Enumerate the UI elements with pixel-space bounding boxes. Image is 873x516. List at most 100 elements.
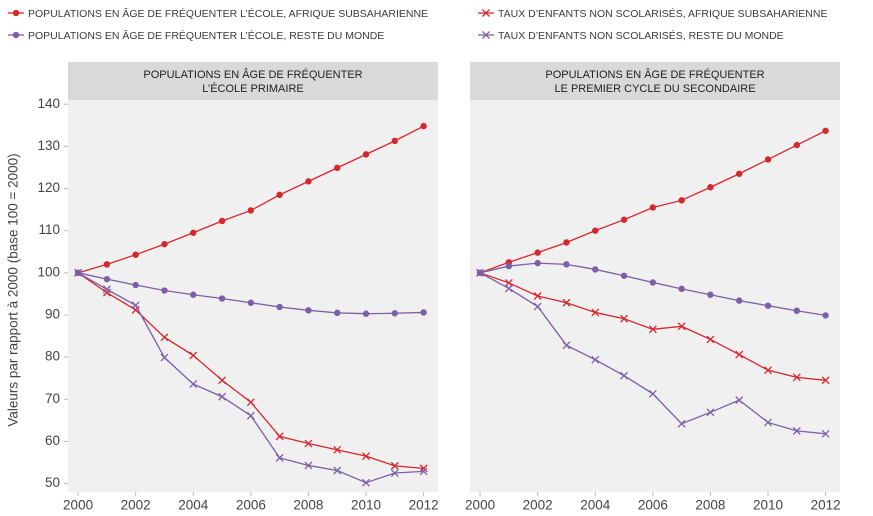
x-tick-label: 2006 — [236, 498, 266, 513]
point-marker — [534, 259, 541, 267]
x-tick-label: 2000 — [465, 498, 495, 513]
point-marker — [218, 295, 226, 302]
point-marker — [160, 333, 169, 342]
point-marker — [132, 281, 139, 289]
point-marker — [420, 122, 427, 130]
point-marker — [620, 314, 629, 323]
point-marker — [304, 461, 313, 470]
point-marker — [822, 127, 829, 134]
x-tick-label: 2002 — [121, 498, 151, 513]
panel-title: L’ÉCOLE PRIMAIRE — [202, 82, 303, 95]
point-marker — [706, 335, 715, 344]
point-marker — [620, 272, 628, 279]
point-marker — [592, 266, 599, 273]
point-marker — [476, 268, 485, 277]
point-marker — [764, 156, 772, 163]
point-marker — [735, 396, 744, 405]
y-tick-label: 120 — [37, 180, 60, 195]
point-marker — [334, 309, 341, 317]
point-marker — [534, 249, 541, 256]
point-marker — [390, 461, 399, 470]
point-marker — [707, 184, 714, 191]
y-axis-label: Valeurs par rapport à 2000 (base 100 = 2… — [6, 153, 21, 426]
point-marker — [533, 292, 542, 300]
point-marker — [190, 229, 197, 236]
panel-title: POPULATIONS EN ÂGE DE FRÉQUENTER — [143, 68, 362, 81]
x-tick-label: 2004 — [580, 498, 611, 513]
point-marker — [305, 307, 312, 314]
point-marker — [246, 411, 255, 420]
point-marker — [764, 418, 772, 427]
point-marker — [648, 389, 657, 398]
point-marker — [533, 302, 542, 311]
point-marker — [649, 279, 657, 286]
point-marker — [648, 325, 657, 334]
legend-label: POPULATIONS EN ÂGE DE FRÉQUENTER L’ÉCOLE… — [28, 29, 384, 42]
point-marker — [420, 309, 427, 316]
x-tick-label: 2008 — [293, 498, 323, 513]
point-marker — [190, 291, 197, 298]
panel-title: LE PREMIER CYCLE DU SECONDAIRE — [554, 83, 755, 95]
point-marker — [74, 268, 83, 277]
point-marker — [792, 426, 801, 435]
y-tick-label: 80 — [45, 349, 60, 364]
point-marker — [706, 408, 715, 417]
point-marker — [218, 392, 227, 401]
point-marker — [305, 178, 312, 185]
point-marker — [764, 302, 772, 309]
point-marker — [563, 239, 570, 246]
panel-background — [470, 100, 840, 492]
y-tick-label: 70 — [45, 391, 60, 406]
point-marker — [736, 170, 743, 177]
point-marker — [563, 261, 570, 268]
point-marker — [390, 469, 399, 477]
point-marker — [247, 299, 255, 306]
point-marker — [821, 376, 830, 385]
point-marker — [334, 164, 341, 172]
y-tick-label: 90 — [45, 307, 60, 322]
point-marker — [362, 151, 370, 158]
point-marker — [391, 310, 399, 317]
point-marker — [189, 380, 198, 389]
y-tick-label: 130 — [37, 138, 60, 153]
point-marker — [419, 464, 428, 473]
x-tick-label: 2000 — [63, 498, 93, 513]
point-marker — [333, 445, 342, 454]
point-marker — [505, 262, 513, 270]
point-marker — [419, 467, 428, 476]
panel-header — [470, 62, 840, 100]
point-marker — [362, 310, 370, 317]
y-tick-label: 110 — [38, 222, 60, 237]
x-tick-label: 2012 — [409, 498, 439, 513]
point-marker — [333, 466, 342, 475]
point-marker — [102, 285, 111, 294]
point-marker — [562, 298, 571, 307]
point-marker — [677, 322, 686, 331]
point-marker — [592, 227, 599, 234]
point-marker — [246, 398, 255, 407]
point-marker — [391, 137, 399, 145]
point-marker — [276, 191, 283, 199]
legend-label: TAUX D’ENFANTS NON SCOLARISÉS, RESTE DU … — [498, 29, 784, 42]
point-marker — [504, 284, 513, 293]
x-tick-label: 2006 — [638, 498, 668, 513]
point-marker — [677, 419, 686, 428]
point-marker — [218, 217, 226, 225]
x-tick-label: 2012 — [811, 498, 841, 513]
point-marker — [764, 366, 772, 375]
x-tick-label: 2010 — [351, 498, 381, 513]
point-marker — [792, 373, 801, 382]
y-tick-label: 60 — [45, 433, 60, 448]
x-tick-label: 2010 — [753, 498, 783, 513]
point-marker — [161, 240, 168, 248]
point-marker — [131, 301, 140, 310]
legend-marker — [482, 31, 490, 39]
point-marker — [161, 287, 168, 294]
point-marker — [189, 351, 198, 360]
point-marker — [247, 207, 255, 214]
point-marker — [304, 439, 313, 448]
point-marker — [103, 261, 111, 268]
point-marker — [793, 307, 801, 314]
point-marker — [562, 341, 571, 350]
